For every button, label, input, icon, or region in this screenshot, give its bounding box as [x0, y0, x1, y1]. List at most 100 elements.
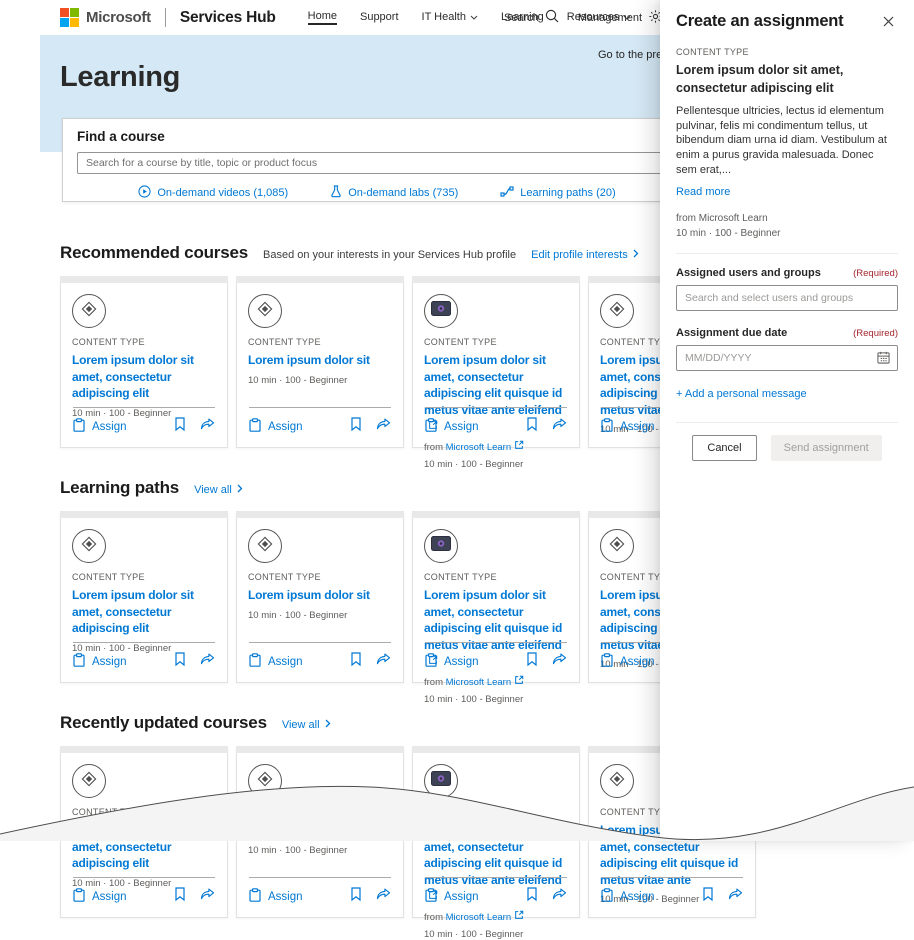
- microsoft-learn-link[interactable]: Microsoft Learn: [445, 441, 512, 453]
- finder-link[interactable]: On-demand labs (735): [330, 185, 458, 201]
- course-title-link[interactable]: Lorem ipsum dolor sit amet, consectetur …: [424, 587, 568, 670]
- course-meta: 10 min · 100 - Beginner: [248, 374, 348, 386]
- assign-button[interactable]: Assign: [601, 653, 655, 670]
- clipboard-icon: [425, 418, 437, 435]
- course-title-link[interactable]: Lorem ipsum dolor sit amet, consectetur …: [424, 352, 568, 435]
- content-type-label: CONTENT TYPE: [248, 572, 321, 582]
- course-card[interactable]: CONTENT TYPE Lorem ipsum dolor sit amet,…: [412, 511, 580, 705]
- nav-search[interactable]: Search: [504, 9, 559, 26]
- nav-item-it-health[interactable]: IT Health: [422, 11, 478, 24]
- cancel-button[interactable]: Cancel: [692, 434, 757, 461]
- course-card[interactable]: CONTENT TYPE Lorem ipsum dolor sit 10 mi…: [236, 276, 404, 448]
- assign-button[interactable]: Assign: [425, 888, 479, 905]
- due-date-input[interactable]: [676, 344, 898, 371]
- assign-button[interactable]: Assign: [73, 888, 127, 905]
- services-hub-title[interactable]: Services Hub: [179, 8, 276, 26]
- assign-button[interactable]: Assign: [73, 653, 127, 670]
- microsoft-logo-icon[interactable]: [60, 8, 79, 27]
- assign-button[interactable]: Assign: [425, 418, 479, 435]
- course-title-link[interactable]: Lorem ipsum dolor sit amet, consectetur …: [72, 588, 194, 636]
- card-type-icon-circle: [248, 294, 282, 328]
- go-to-previous-link[interactable]: Go to the pre: [598, 49, 663, 61]
- course-title-link[interactable]: Lorem ipsum dolor sit amet, consectetur …: [72, 353, 194, 401]
- share-button[interactable]: [376, 888, 391, 906]
- bookmark-button[interactable]: [351, 417, 361, 436]
- course-title-link[interactable]: Lorem ipsum dolor sit: [248, 588, 370, 602]
- share-button[interactable]: [376, 418, 391, 436]
- course-title-link[interactable]: Lorem ipsum dolor sit: [248, 353, 370, 367]
- share-button[interactable]: [728, 888, 743, 906]
- course-card[interactable]: CONTENT TYPE Lorem ipsum dolor sit amet,…: [60, 276, 228, 448]
- nav-item-home[interactable]: Home: [307, 10, 337, 25]
- section-link[interactable]: View all: [194, 484, 243, 496]
- share-button[interactable]: [552, 888, 567, 906]
- calendar-icon[interactable]: [877, 351, 890, 364]
- nav-item-support[interactable]: Support: [360, 11, 399, 24]
- assign-button[interactable]: Assign: [73, 418, 127, 435]
- share-button[interactable]: [552, 653, 567, 671]
- course-card[interactable]: CONTENT TYPE Lorem ipsum dolor sit amet,…: [412, 276, 580, 470]
- course-meta: 10 min · 100 - Beginner: [248, 609, 348, 621]
- nav-item-label: Learning: [500, 11, 544, 23]
- course-card[interactable]: CONTENT TYPE Lorem ipsum dolor sit 10 mi…: [236, 511, 404, 683]
- course-meta: 10 min · 100 - Beginner: [72, 407, 172, 419]
- card-top-strip: [412, 511, 580, 518]
- bookmark-button[interactable]: [527, 417, 537, 436]
- content-type-label: CONTENT TYPE: [600, 337, 673, 347]
- read-more-link[interactable]: Read more: [676, 185, 731, 198]
- nav-item-learning[interactable]: Learning: [501, 11, 544, 24]
- card-type-icon-circle: [424, 764, 458, 798]
- course-meta: 10 min · 100 - Beginner: [600, 659, 700, 671]
- bookmark-button[interactable]: [703, 887, 713, 906]
- bookmark-button[interactable]: [351, 887, 361, 906]
- course-card[interactable]: CONTENT TYPE Lorem ipsum dolor sit 10 mi…: [236, 746, 404, 918]
- assigned-users-input[interactable]: [676, 284, 898, 311]
- share-button[interactable]: [200, 888, 215, 906]
- card-footer-divider: [73, 407, 215, 408]
- bookmark-button[interactable]: [175, 652, 185, 671]
- bookmark-button[interactable]: [175, 887, 185, 906]
- microsoft-wordmark[interactable]: Microsoft: [86, 9, 151, 26]
- section-link[interactable]: Edit profile interests: [531, 249, 639, 261]
- course-card[interactable]: CONTENT TYPE Lorem ipsum dolor sit amet,…: [60, 511, 228, 683]
- assign-button[interactable]: Assign: [249, 888, 303, 905]
- module-icon: [608, 535, 626, 558]
- clipboard-icon: [249, 418, 261, 435]
- page-title: Learning: [60, 61, 181, 93]
- card-footer-divider: [249, 407, 391, 408]
- section-link[interactable]: View all: [282, 719, 331, 731]
- share-button[interactable]: [200, 653, 215, 671]
- course-title-link[interactable]: Lorem ipsum dolor sit: [248, 823, 370, 837]
- bookmark-button[interactable]: [527, 887, 537, 906]
- bookmark-button[interactable]: [527, 652, 537, 671]
- course-card[interactable]: CONTENT TYPE Lorem ipsum dolor sit amet,…: [412, 746, 580, 940]
- assign-button[interactable]: Assign: [249, 653, 303, 670]
- clipboard-icon: [73, 888, 85, 905]
- course-meta: 10 min · 100 - Beginner: [248, 844, 348, 856]
- assign-button[interactable]: Assign: [249, 418, 303, 435]
- chevron-right-icon: [237, 484, 243, 496]
- play-circle-icon: [138, 185, 151, 201]
- finder-link[interactable]: On-demand videos (1,085): [138, 185, 288, 201]
- nav-item-resources[interactable]: Resources: [567, 11, 632, 24]
- share-button[interactable]: [552, 418, 567, 436]
- send-assignment-button[interactable]: Send assignment: [770, 434, 882, 461]
- assign-button[interactable]: Assign: [601, 888, 655, 905]
- bookmark-button[interactable]: [351, 652, 361, 671]
- close-icon[interactable]: [879, 12, 898, 31]
- card-top-strip: [60, 276, 228, 283]
- share-button[interactable]: [200, 418, 215, 436]
- microsoft-learn-link[interactable]: Microsoft Learn: [445, 676, 512, 688]
- add-personal-message-link[interactable]: + Add a personal message: [676, 387, 807, 400]
- nav-management-label: Management: [577, 11, 643, 24]
- module-icon: [80, 770, 98, 793]
- course-card[interactable]: CONTENT TYPE Lorem ipsum dolor sit amet,…: [60, 746, 228, 918]
- finder-link[interactable]: Learning paths (20): [500, 185, 616, 201]
- course-title-link[interactable]: Lorem ipsum dolor sit amet, consectetur …: [72, 823, 194, 871]
- assign-button[interactable]: Assign: [601, 418, 655, 435]
- module-icon: [608, 770, 626, 793]
- bookmark-button[interactable]: [175, 417, 185, 436]
- share-button[interactable]: [376, 653, 391, 671]
- assign-button[interactable]: Assign: [425, 653, 479, 670]
- course-meta: 10 min · 100 - Beginner: [424, 693, 524, 705]
